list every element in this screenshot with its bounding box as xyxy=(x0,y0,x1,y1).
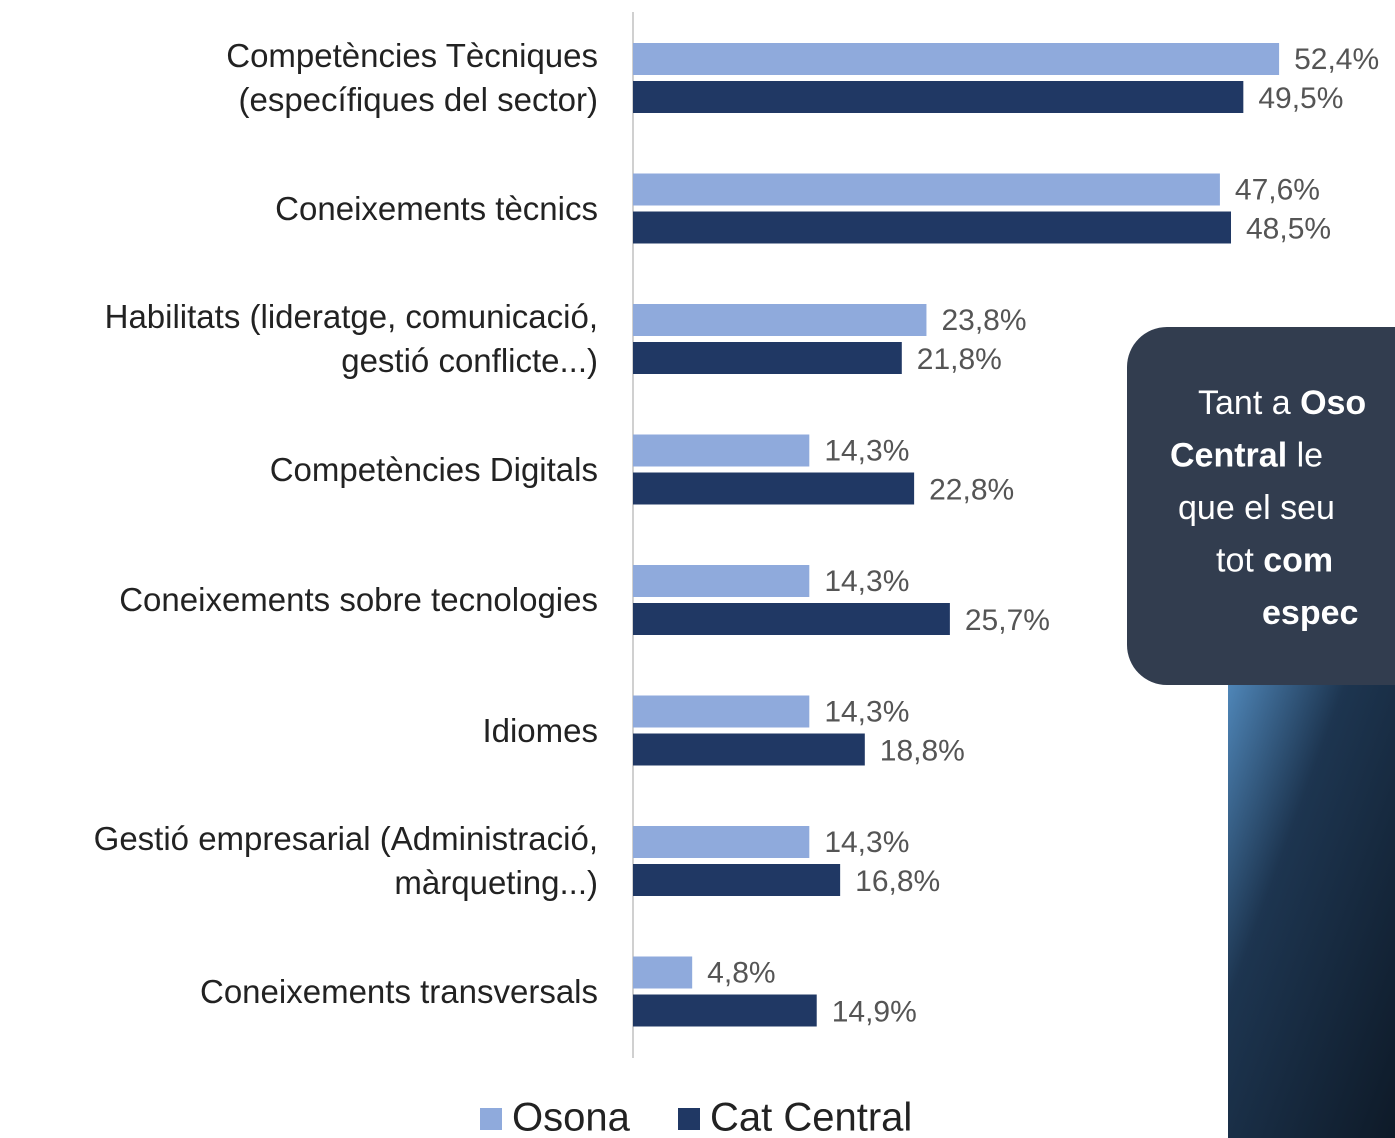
value-label: 14,9% xyxy=(832,995,917,1028)
bar xyxy=(633,472,915,505)
bar xyxy=(633,603,950,635)
bar xyxy=(633,211,1232,244)
category-label: Competències Tècniques (específiques del… xyxy=(226,37,598,118)
category-label: Habilitats (lideratge, comunicació, gest… xyxy=(104,298,598,379)
callout-text: que el seu xyxy=(1178,489,1344,527)
value-label: 18,8% xyxy=(880,734,965,767)
photo xyxy=(1228,685,1395,1138)
bar xyxy=(633,864,841,896)
legend-label: Osona xyxy=(512,1096,631,1138)
bar xyxy=(633,826,810,858)
callout-text: espec xyxy=(1262,594,1358,632)
category-label: Coneixements tècnics xyxy=(275,189,598,227)
callout-line: Tant a Oso xyxy=(1198,384,1366,422)
value-label: 14,3% xyxy=(824,826,909,859)
value-label: 4,8% xyxy=(707,956,775,989)
callout-line: Central le xyxy=(1170,436,1323,474)
bar xyxy=(633,304,927,336)
category-label: Coneixements transversals xyxy=(200,972,598,1010)
value-label: 23,8% xyxy=(941,304,1026,337)
callout-line: espec xyxy=(1262,594,1358,632)
bar xyxy=(633,994,817,1027)
callout-text: tot xyxy=(1216,541,1263,579)
bar xyxy=(633,173,1220,206)
callout-box xyxy=(1127,327,1395,685)
value-label: 22,8% xyxy=(929,473,1014,506)
bar xyxy=(633,565,810,597)
value-label: 52,4% xyxy=(1294,43,1379,76)
value-label: 21,8% xyxy=(917,343,1002,376)
value-label: 14,3% xyxy=(824,565,909,598)
callout-line: tot com xyxy=(1216,541,1333,579)
bar xyxy=(633,695,810,728)
legend-swatch xyxy=(480,1108,502,1130)
bar xyxy=(633,342,902,374)
value-label: 48,5% xyxy=(1246,212,1331,245)
callout-text: Oso xyxy=(1300,384,1366,422)
bar xyxy=(633,81,1244,113)
value-label: 25,7% xyxy=(965,604,1050,637)
value-label: 16,8% xyxy=(855,865,940,898)
callout-text: le xyxy=(1287,436,1323,474)
bar xyxy=(633,43,1280,75)
legend-label: Cat Central xyxy=(710,1096,912,1138)
category-label: Coneixements sobre tecnologies xyxy=(119,581,598,618)
category-label: Competències Digitals xyxy=(269,450,598,488)
value-label: 14,3% xyxy=(824,695,909,728)
category-label: Gestió empresarial (Administració, màrqu… xyxy=(93,820,598,901)
value-label: 47,6% xyxy=(1235,173,1320,206)
callout-text: com xyxy=(1263,541,1333,579)
callout-text: Tant a xyxy=(1198,384,1300,422)
callout-text: Central xyxy=(1170,436,1287,474)
bar xyxy=(633,434,810,467)
legend-swatch xyxy=(678,1108,700,1130)
bar xyxy=(633,733,865,766)
value-label: 14,3% xyxy=(824,434,909,467)
bar xyxy=(633,956,693,989)
callout-line: que el seu xyxy=(1178,489,1344,527)
value-label: 49,5% xyxy=(1258,82,1343,115)
category-label: Idiomes xyxy=(482,711,598,749)
